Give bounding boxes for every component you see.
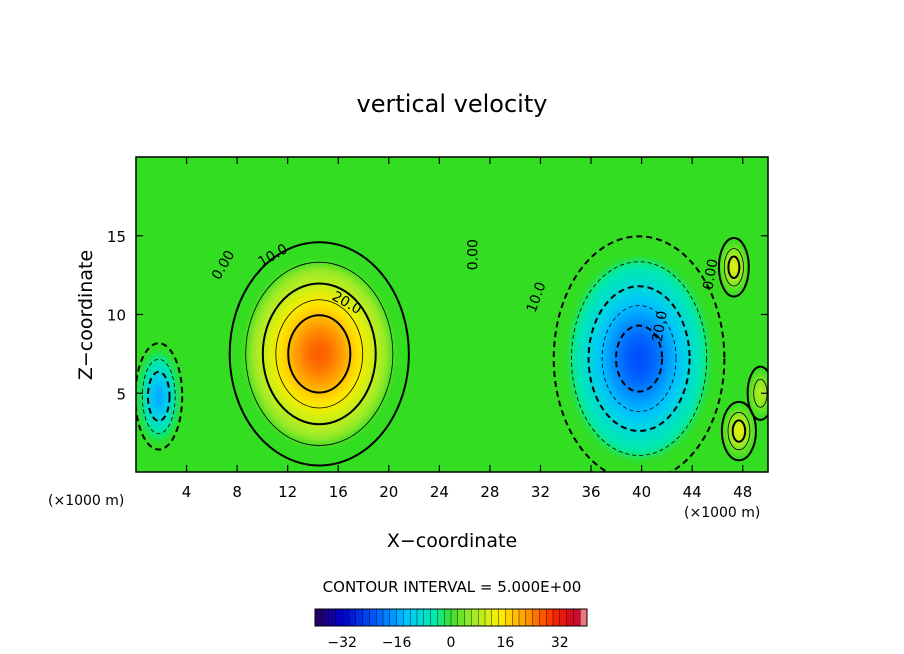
colorbar-cell bbox=[396, 608, 404, 627]
cell-left-downdraft bbox=[139, 353, 178, 439]
contour-line bbox=[587, 285, 691, 432]
y-axis-label: Z−coordinate bbox=[75, 250, 97, 380]
colorbar-cell bbox=[410, 608, 418, 627]
contour-line bbox=[287, 314, 352, 394]
colorbar-cell bbox=[491, 608, 500, 627]
colorbar-cell bbox=[552, 608, 561, 627]
colorbar-cell bbox=[355, 608, 364, 627]
chart-title: vertical velocity bbox=[357, 90, 548, 118]
colorbar-tick-label: −32 bbox=[327, 635, 357, 651]
colorbar-cell bbox=[437, 608, 445, 627]
colorbar-cell bbox=[403, 608, 411, 627]
colorbar-cell bbox=[376, 608, 384, 627]
contour-line bbox=[275, 299, 364, 409]
x-axis-label: X−coordinate bbox=[387, 530, 517, 552]
colorbar-tick-label: −16 bbox=[382, 635, 412, 651]
colorbar-cell bbox=[321, 608, 330, 627]
colorbar-cell bbox=[512, 608, 520, 627]
colorbar-cell bbox=[498, 608, 506, 627]
contour-line bbox=[746, 365, 768, 421]
contour-line bbox=[717, 237, 750, 298]
colorbar-cell bbox=[559, 608, 568, 627]
x-tick-label: 36 bbox=[581, 483, 600, 501]
colorbar-cell bbox=[335, 608, 343, 627]
contour-line bbox=[228, 241, 410, 467]
colorbar-cell bbox=[580, 608, 588, 627]
colorbar-cell bbox=[328, 608, 336, 627]
colorbar-cell bbox=[342, 608, 350, 627]
colorbar: −32 −16 0 16 32 bbox=[314, 608, 588, 651]
colorbar-cell bbox=[518, 608, 527, 627]
x-unit-right: (×1000 m) bbox=[684, 505, 760, 521]
x-tick-label: 20 bbox=[379, 483, 398, 501]
colorbar-cell bbox=[314, 608, 323, 627]
contour-line bbox=[615, 324, 664, 393]
contour-line bbox=[261, 282, 377, 426]
colorbar-cell bbox=[484, 608, 493, 627]
colorbar-cell bbox=[478, 608, 486, 627]
x-tick-label: 4 bbox=[182, 483, 192, 501]
colorbar-cell bbox=[457, 608, 466, 627]
colorbar-cell bbox=[464, 608, 472, 627]
y-tick-label: 10 bbox=[107, 307, 126, 325]
x-tick-label: 32 bbox=[531, 483, 550, 501]
colorbar-cell bbox=[505, 608, 513, 627]
colorbar-cell bbox=[471, 608, 479, 627]
colorbar-cell bbox=[382, 608, 391, 627]
contour-line bbox=[601, 305, 677, 413]
colorbar-cell bbox=[573, 608, 581, 627]
x-tick-label: 24 bbox=[430, 483, 449, 501]
contour-line bbox=[146, 370, 171, 422]
colorbar-cell bbox=[362, 608, 370, 627]
contour-line bbox=[731, 419, 747, 443]
x-unit-left: (×1000 m) bbox=[48, 493, 124, 509]
y-tick-label: 15 bbox=[107, 228, 126, 246]
cell-updraft bbox=[247, 264, 391, 444]
colorbar-cell bbox=[423, 608, 432, 627]
contour-line bbox=[245, 261, 394, 446]
cell-downdraft bbox=[570, 260, 708, 457]
x-tick-label: 12 bbox=[278, 483, 297, 501]
contour-label: 0.00 bbox=[700, 258, 721, 291]
x-tick-label: 48 bbox=[733, 483, 752, 501]
colorbar-cell bbox=[532, 608, 540, 627]
contour-label: 0.00 bbox=[465, 239, 481, 270]
colorbar-cell bbox=[348, 608, 357, 627]
x-tick-label: 44 bbox=[683, 483, 702, 501]
x-tick-label: 40 bbox=[632, 483, 651, 501]
colorbar-cell bbox=[450, 608, 459, 627]
x-tick-label: 16 bbox=[329, 483, 348, 501]
contour-line bbox=[136, 342, 184, 451]
colorbar-cell bbox=[546, 608, 554, 627]
contour-interval-text: CONTOUR INTERVAL = 5.000E+00 bbox=[323, 578, 582, 596]
x-tick-label: 28 bbox=[480, 483, 499, 501]
contour-line bbox=[141, 358, 176, 434]
colorbar-cell bbox=[389, 608, 398, 627]
contour-line bbox=[727, 255, 741, 279]
colorbar-cell bbox=[416, 608, 425, 627]
contour-line bbox=[571, 261, 708, 456]
colorbar-cell bbox=[539, 608, 547, 627]
colorbar-cell bbox=[430, 608, 438, 627]
colorbar-cell bbox=[566, 608, 574, 627]
colorbar-tick-label: 32 bbox=[551, 635, 569, 651]
contour-line bbox=[720, 400, 757, 462]
y-tick-label: 5 bbox=[116, 385, 126, 403]
colorbar-cell bbox=[525, 608, 534, 627]
colorbar-cell bbox=[369, 608, 377, 627]
colorbar-cell bbox=[444, 608, 452, 627]
cell-right-lower-updraft bbox=[725, 407, 753, 455]
contour-label: 20.0 bbox=[650, 310, 671, 343]
cell-right-upper-updraft bbox=[721, 243, 746, 291]
contour-line bbox=[727, 411, 751, 451]
contour-line bbox=[723, 248, 744, 287]
colorbar-tick-label: 16 bbox=[496, 635, 514, 651]
colorbar-tick-label: 0 bbox=[447, 635, 456, 651]
x-tick-label: 8 bbox=[232, 483, 242, 501]
contour-line bbox=[552, 235, 726, 472]
